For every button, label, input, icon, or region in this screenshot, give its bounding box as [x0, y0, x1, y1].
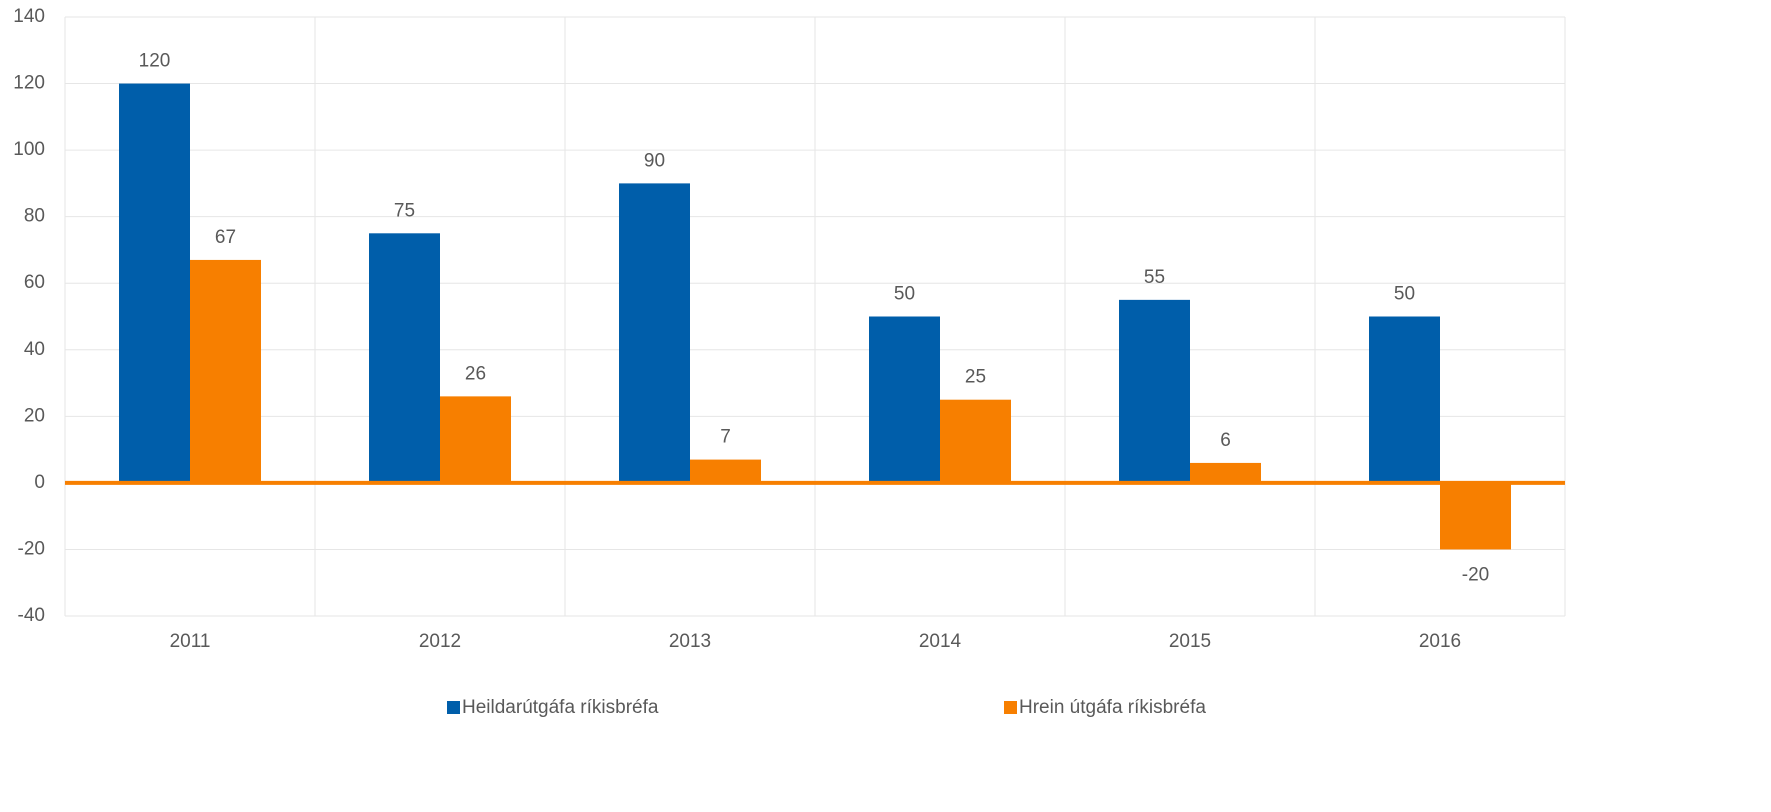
bar	[1440, 482, 1511, 550]
data-label: 120	[139, 51, 171, 72]
y-tick-label: 100	[13, 139, 45, 160]
data-label: -20	[1462, 564, 1489, 585]
x-tick-label: 2012	[419, 631, 461, 652]
data-label: 7	[720, 427, 731, 448]
legend-label: Heildarútgáfa ríkisbréfa	[462, 697, 659, 718]
bar	[1119, 299, 1190, 483]
bar	[869, 316, 940, 483]
bar	[1190, 462, 1261, 483]
bar	[1369, 316, 1440, 483]
y-tick-label: 80	[24, 206, 45, 227]
bar	[690, 459, 761, 483]
data-label: 50	[894, 284, 915, 305]
data-label: 26	[465, 363, 486, 384]
data-label: 90	[644, 150, 665, 171]
x-tick-label: 2013	[669, 631, 711, 652]
bar	[119, 83, 190, 483]
y-tick-label: 140	[13, 6, 45, 27]
y-tick-label: 60	[24, 272, 45, 293]
data-label: 50	[1394, 284, 1415, 305]
y-tick-label: -40	[18, 605, 45, 626]
y-tick-label: 40	[24, 339, 45, 360]
bar	[440, 396, 511, 483]
data-label: 55	[1144, 267, 1165, 288]
x-tick-label: 2016	[1419, 631, 1461, 652]
bar	[619, 183, 690, 483]
y-tick-label: 120	[13, 73, 45, 94]
y-tick-label: 20	[24, 405, 45, 426]
bar	[190, 259, 261, 483]
data-label: 75	[394, 200, 415, 221]
legend-swatch	[447, 701, 460, 714]
bar	[940, 399, 1011, 483]
bar	[369, 233, 440, 483]
x-tick-label: 2015	[1169, 631, 1211, 652]
legend-swatch	[1004, 701, 1017, 714]
data-label: 67	[215, 227, 236, 248]
data-label: 25	[965, 367, 986, 388]
data-label: 6	[1220, 430, 1231, 451]
legend-label: Hrein útgáfa ríkisbréfa	[1019, 697, 1206, 718]
x-tick-label: 2014	[919, 631, 962, 652]
y-tick-label: -20	[18, 538, 45, 559]
y-tick-label: 0	[34, 472, 45, 493]
x-tick-label: 2011	[170, 631, 211, 652]
